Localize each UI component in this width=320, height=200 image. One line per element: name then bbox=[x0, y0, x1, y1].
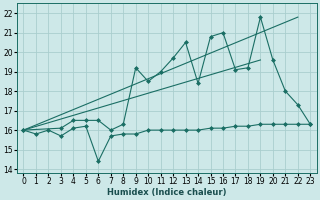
X-axis label: Humidex (Indice chaleur): Humidex (Indice chaleur) bbox=[107, 188, 227, 197]
